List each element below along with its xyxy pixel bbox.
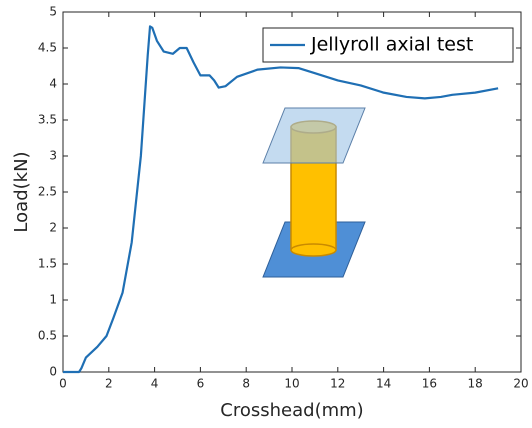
- x-tick-label: 20: [513, 377, 528, 391]
- x-tick-label: 6: [197, 377, 205, 391]
- x-tick-label: 10: [284, 377, 299, 391]
- y-tick-label: 5: [49, 5, 57, 19]
- chart: Crosshead(mm) Load(kN) 02468101214161820…: [0, 0, 532, 428]
- y-tick-label: 3.5: [38, 113, 57, 127]
- x-tick-label: 14: [376, 377, 391, 391]
- page: Crosshead(mm) Load(kN) 02468101214161820…: [0, 0, 532, 428]
- x-tick-label: 8: [242, 377, 250, 391]
- y-tick-label: 4.5: [38, 41, 57, 55]
- y-tick-label: 2.5: [38, 185, 57, 199]
- x-axis-title: Crosshead(mm): [220, 400, 363, 421]
- x-tick-label: 2: [105, 377, 113, 391]
- cylinder-bottom: [291, 244, 336, 256]
- x-tick-label: 4: [151, 377, 159, 391]
- y-tick-label: 3: [49, 149, 57, 163]
- y-axis-title: Load(kN): [11, 151, 32, 232]
- x-tick-label: 0: [59, 377, 67, 391]
- y-tick-label: 0.5: [38, 329, 57, 343]
- y-tick-label: 1: [49, 293, 57, 307]
- y-tick-label: 2: [49, 221, 57, 235]
- legend-label: Jellyroll axial test: [310, 34, 473, 56]
- y-tick-label: 1.5: [38, 257, 57, 271]
- y-tick-label: 4: [49, 77, 57, 91]
- y-tick-label: 0: [49, 365, 57, 379]
- x-tick-label: 16: [422, 377, 437, 391]
- x-tick-label: 18: [468, 377, 483, 391]
- background: [0, 0, 532, 428]
- x-tick-label: 12: [330, 377, 345, 391]
